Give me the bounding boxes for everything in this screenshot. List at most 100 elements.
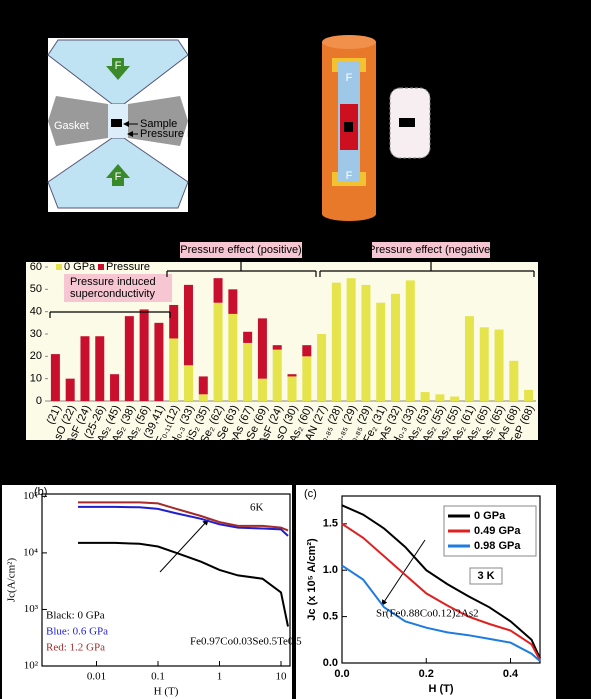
bar-segment bbox=[420, 392, 430, 401]
composition-label: Fe0.97Co0.03Se0.5Te0.5 bbox=[190, 636, 302, 648]
bar-segment bbox=[509, 360, 519, 401]
bar-segment bbox=[391, 293, 401, 401]
y-tick-label: 1.5 bbox=[323, 518, 338, 530]
series-line bbox=[78, 501, 289, 532]
bar-segment bbox=[479, 327, 489, 401]
series-line bbox=[78, 505, 289, 537]
sample bbox=[344, 122, 353, 132]
bar-segment bbox=[317, 334, 327, 401]
y-tick-label: 0 bbox=[36, 395, 42, 407]
legend-label: Blue: 0.6 GPa bbox=[46, 626, 108, 638]
legend-label: Black: 0 GPa bbox=[46, 610, 105, 622]
panel-label: (c) bbox=[304, 488, 317, 500]
bar-segment bbox=[124, 316, 134, 401]
bar-segment bbox=[524, 389, 534, 401]
y-tick-label: 0.5 bbox=[323, 611, 338, 623]
bar-segment bbox=[257, 378, 267, 401]
bar-segment bbox=[405, 280, 415, 401]
bar-segment bbox=[213, 278, 223, 303]
panel-b bbox=[2, 485, 292, 699]
force-arrow-top bbox=[106, 58, 130, 80]
series-line bbox=[341, 504, 541, 659]
y-tick-label: 40 bbox=[30, 306, 42, 318]
bar-segment bbox=[95, 336, 105, 401]
y-tick-label: 20 bbox=[30, 350, 42, 362]
y-tick-label: 1.0 bbox=[323, 564, 338, 576]
y-tick-label: 10⁵ bbox=[23, 490, 38, 502]
bar-segment bbox=[228, 313, 238, 401]
legend-swatch bbox=[56, 264, 62, 270]
capsule-sample bbox=[399, 118, 415, 127]
x-tick-label: 0.0 bbox=[334, 668, 349, 680]
annotation: superconductivity bbox=[70, 288, 155, 300]
bar-segment bbox=[302, 356, 312, 401]
gasket-label: Gasket bbox=[54, 120, 89, 132]
axis-title: Jc(A/cm²) bbox=[6, 558, 18, 603]
y-tick-label: 10² bbox=[24, 660, 39, 672]
bar-segment bbox=[376, 302, 386, 401]
y-tick-label: 60 bbox=[30, 261, 42, 273]
cylinder-top bbox=[322, 35, 376, 49]
force-label: F bbox=[346, 72, 353, 84]
axis-title: H (T) bbox=[154, 686, 179, 698]
anvil-diagram: F F Gasket Sample Pressure me bbox=[47, 38, 202, 212]
plot-frame bbox=[341, 495, 541, 664]
bar-segment bbox=[65, 378, 75, 401]
legend-label: 0.98 GPa bbox=[474, 540, 521, 552]
x-tick-label: 1 bbox=[217, 671, 223, 683]
x-tick-label: 0.01 bbox=[87, 671, 106, 683]
bar-segment bbox=[183, 365, 193, 401]
bar-segment bbox=[450, 396, 460, 401]
sample bbox=[111, 119, 122, 127]
cylinder-bottom bbox=[322, 207, 376, 221]
y-tick-label: 10³ bbox=[24, 603, 39, 615]
cell-diagram: F F bbox=[322, 35, 431, 221]
x-tick-label: 0.1 bbox=[151, 671, 165, 683]
force-label: F bbox=[346, 170, 353, 182]
bar-segment bbox=[169, 338, 179, 401]
bar-segment bbox=[80, 336, 90, 401]
legend-label: 0 GPa bbox=[474, 510, 506, 522]
gasket-right bbox=[128, 96, 188, 146]
axis-title: Jc (x 10⁵ A/cm²) bbox=[306, 538, 318, 621]
legend-label: 0.49 GPa bbox=[474, 525, 521, 537]
force-label: F bbox=[115, 60, 122, 72]
bar-segment bbox=[154, 322, 164, 401]
bar-segment bbox=[272, 349, 282, 401]
temperature-label: 3 K bbox=[477, 570, 494, 582]
bar-segment bbox=[464, 316, 474, 401]
series-line bbox=[78, 541, 289, 627]
annotation-box bbox=[64, 274, 172, 302]
bar-segment bbox=[50, 354, 60, 401]
sample-label: Sample bbox=[140, 118, 177, 130]
bar-segment bbox=[243, 342, 253, 401]
y-tick-label: 10 bbox=[30, 373, 42, 385]
bar-segment bbox=[494, 329, 504, 401]
x-tick-label: 0.2 bbox=[419, 668, 434, 680]
bar-segment bbox=[198, 394, 208, 401]
bar-segment bbox=[287, 374, 297, 377]
x-tick-label: 0.4 bbox=[503, 668, 519, 680]
bar-segment bbox=[169, 304, 179, 339]
bar-segment bbox=[213, 302, 223, 401]
bar-segment bbox=[198, 376, 208, 395]
bar-segment bbox=[272, 345, 282, 350]
annotation-box bbox=[180, 242, 302, 258]
plot-frame bbox=[41, 493, 291, 667]
y-tick-label: 50 bbox=[30, 283, 42, 295]
y-tick-label: 0.0 bbox=[323, 657, 338, 669]
annotation: Pressure effect (negative) bbox=[368, 244, 494, 256]
series-line bbox=[341, 522, 541, 661]
bar-segment bbox=[302, 345, 312, 357]
x-tick-label: 10 bbox=[276, 671, 288, 683]
panel-label: (b) bbox=[34, 486, 47, 498]
axis-title: H (T) bbox=[428, 683, 453, 695]
trend-arrow bbox=[159, 519, 209, 573]
force-label: F bbox=[115, 171, 122, 183]
bar-segment bbox=[139, 309, 149, 401]
force-arrow-bottom bbox=[106, 164, 130, 186]
bar-segment bbox=[228, 289, 238, 314]
bar-segment bbox=[257, 318, 267, 379]
y-tick-label: 30 bbox=[30, 328, 42, 340]
